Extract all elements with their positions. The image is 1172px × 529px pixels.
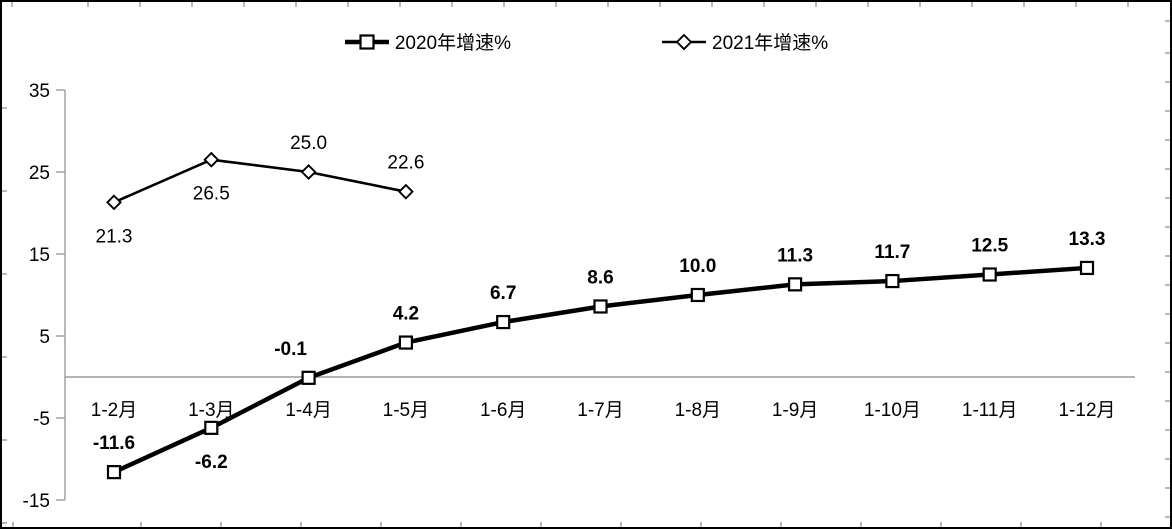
y-tick-label: 5 bbox=[39, 327, 50, 348]
category-label: 1-2月 bbox=[91, 400, 137, 421]
y-tick-label: -5 bbox=[33, 409, 50, 430]
category-label: 1-6月 bbox=[480, 400, 526, 421]
data-point-marker-square bbox=[398, 335, 413, 350]
data-label: 22.6 bbox=[387, 153, 424, 174]
data-point-marker-square bbox=[982, 267, 997, 282]
data-label: 6.7 bbox=[490, 283, 516, 304]
data-point-marker-diamond bbox=[203, 151, 220, 168]
data-label: 25.0 bbox=[290, 133, 327, 154]
legend-item-2020: 2020年增速% bbox=[344, 28, 511, 55]
data-label: 10.0 bbox=[679, 256, 716, 277]
data-label: -11.6 bbox=[93, 433, 135, 454]
data-label: 11.7 bbox=[874, 242, 910, 263]
data-point-marker-square bbox=[787, 277, 803, 292]
y-tick-label: 35 bbox=[29, 81, 50, 102]
category-label: 1-10月 bbox=[864, 400, 921, 421]
y-tick-label: -15 bbox=[23, 491, 50, 512]
data-label: 8.6 bbox=[587, 267, 613, 288]
data-point-marker-square bbox=[204, 420, 219, 435]
data-point-marker-diamond bbox=[106, 194, 122, 211]
data-point-marker-square bbox=[106, 465, 122, 480]
legend-item-2021: 2021年增速% bbox=[661, 28, 828, 55]
data-label: 12.5 bbox=[971, 236, 1008, 257]
data-point-marker-square bbox=[690, 287, 705, 303]
y-tick-label: 15 bbox=[29, 245, 50, 266]
category-label: 1-9月 bbox=[772, 400, 818, 421]
category-label: 1-8月 bbox=[675, 400, 721, 421]
data-point-marker-diamond bbox=[300, 164, 317, 180]
data-point-marker-square bbox=[496, 314, 511, 330]
legend-diamond-marker-icon bbox=[662, 33, 706, 50]
legend: 2020年增速% 2021年增速% bbox=[2, 28, 1170, 55]
category-label: 1-3月 bbox=[188, 400, 234, 421]
category-label: 1-11月 bbox=[962, 400, 1018, 421]
data-label: 13.3 bbox=[1069, 229, 1106, 250]
data-point-marker-square bbox=[301, 370, 316, 385]
data-point-marker-square bbox=[1079, 260, 1095, 276]
data-label: 21.3 bbox=[96, 226, 133, 247]
data-label: -6.2 bbox=[195, 452, 228, 473]
data-point-marker-diamond bbox=[397, 183, 414, 200]
series-line-2021年增速% bbox=[113, 158, 407, 204]
category-label: 1-5月 bbox=[383, 400, 429, 421]
series-line-2020年增速% bbox=[113, 265, 1088, 475]
category-label: 1-4月 bbox=[285, 400, 331, 421]
legend-square-marker-icon bbox=[344, 33, 389, 50]
legend-label: 2021年增速% bbox=[712, 33, 829, 54]
data-label: -0.1 bbox=[274, 339, 307, 360]
data-label: 4.2 bbox=[393, 304, 419, 325]
category-label: 1-7月 bbox=[577, 400, 623, 421]
y-tick-label: 25 bbox=[29, 163, 50, 184]
data-point-marker-square bbox=[885, 273, 900, 289]
category-label: 1-12月 bbox=[1058, 400, 1115, 421]
data-point-marker-square bbox=[593, 299, 608, 314]
data-label: 11.3 bbox=[777, 245, 813, 266]
data-label: 26.5 bbox=[193, 184, 230, 205]
legend-label: 2020年增速% bbox=[394, 33, 511, 54]
